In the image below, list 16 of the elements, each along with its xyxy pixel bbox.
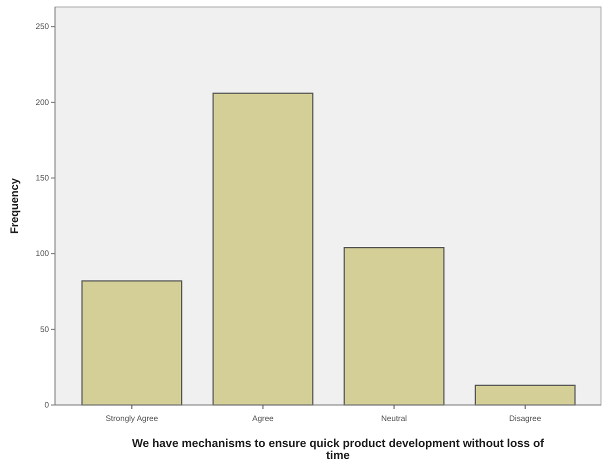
x-tick-label: Disagree [509, 414, 542, 423]
bar [474, 384, 576, 406]
bar [344, 247, 444, 406]
y-tick-label: 50 [40, 324, 50, 334]
bar [81, 280, 182, 406]
x-tick-label: Agree [252, 414, 274, 423]
y-tick-label: 100 [36, 249, 50, 258]
x-tick-label: Neutral [381, 414, 408, 423]
x-axis-title: We have mechanisms to ensure quick product development without loss of time [132, 438, 544, 462]
y-tick-label: 0 [44, 400, 50, 410]
y-tick-label: 250 [36, 22, 50, 32]
bar [212, 92, 314, 406]
x-tick-label: Strongly Agree [106, 414, 159, 423]
y-tick-label: 200 [36, 98, 50, 107]
y-axis-title: Frequency [9, 177, 21, 234]
y-tick-label: 150 [36, 174, 50, 183]
